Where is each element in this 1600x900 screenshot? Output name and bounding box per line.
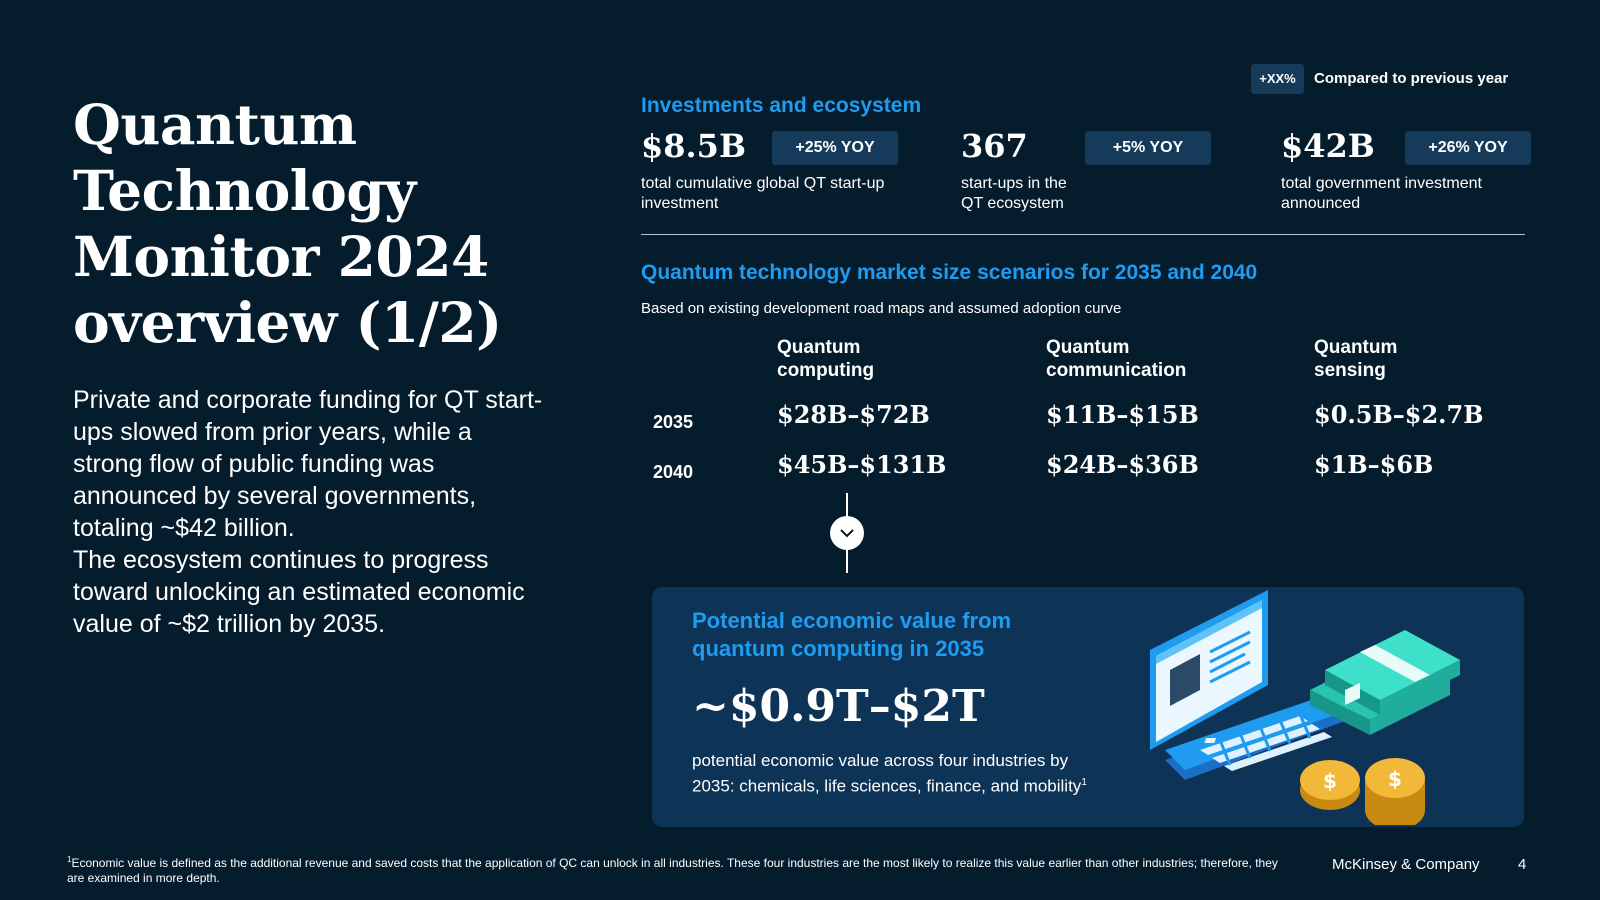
- market-title: Quantum technology market size scenarios…: [641, 261, 1258, 284]
- economic-title-line: Potential economic value from: [692, 608, 1012, 633]
- market-cell: $0.5B–$2.7B: [1314, 400, 1484, 429]
- kpi-description: total government investment announced: [1281, 174, 1561, 214]
- column-header-line: computing: [777, 360, 875, 381]
- economic-value-title: Potential economic value from quantum co…: [692, 607, 1092, 663]
- kpi-description: start-ups in the QT ecosystem: [961, 174, 1241, 214]
- page-number: 4: [1518, 856, 1527, 873]
- yoy-badge: +5% YOY: [1085, 131, 1211, 165]
- kpi-startup-investment: $8.5B +25% YOY total cumulative global Q…: [641, 126, 941, 216]
- kpi-startup-count: 367 +5% YOY start-ups in the QT ecosyste…: [961, 126, 1261, 216]
- economic-value-description: potential economic value across four ind…: [692, 750, 1092, 798]
- money-stack: [1310, 630, 1460, 735]
- column-header-line: Quantum: [1314, 337, 1398, 358]
- intro-paragraph-2: The ecosystem continues to progress towa…: [73, 546, 525, 638]
- footnote-text: Economic value is defined as the additio…: [67, 856, 1278, 885]
- title-line: Monitor 2024: [73, 224, 489, 289]
- kpi-value: $42B: [1281, 127, 1375, 165]
- footnote-marker: 1: [1081, 777, 1087, 788]
- legend-badge: +XX%: [1251, 64, 1304, 94]
- column-header-sensing: Quantum sensing: [1314, 336, 1514, 382]
- column-header-computing: Quantum computing: [777, 336, 977, 382]
- kpi-description-line: QT ecosystem: [961, 195, 1064, 212]
- market-cell: $11B–$15B: [1046, 400, 1199, 429]
- yoy-badge: +25% YOY: [772, 131, 898, 165]
- row-year-2040: 2040: [653, 462, 694, 482]
- intro-text: Private and corporate funding for QT sta…: [73, 384, 543, 640]
- laptop-money-illustration: $ $: [1150, 590, 1460, 825]
- market-cell: $24B–$36B: [1046, 450, 1199, 479]
- column-header-line: sensing: [1314, 360, 1386, 381]
- section-divider: [641, 234, 1525, 235]
- market-cell: $45B–$131B: [777, 450, 947, 479]
- legend-label: Compared to previous year: [1314, 70, 1509, 87]
- footnote-marker: 1: [67, 855, 72, 864]
- kpi-value: $8.5B: [641, 127, 746, 165]
- qr-pattern: [1170, 654, 1200, 706]
- kpi-government-investment: $42B +26% YOY total government investmen…: [1281, 126, 1581, 216]
- title-line: Technology: [73, 158, 416, 223]
- kpi-description-line: start-ups in the: [961, 175, 1067, 192]
- brand-name: McKinsey & Company: [1332, 856, 1480, 873]
- market-subtitle: Based on existing development road maps …: [641, 300, 1122, 317]
- kpi-description: total cumulative global QT start-up inve…: [641, 175, 885, 212]
- screen-lines: [1209, 630, 1251, 684]
- investments-title: Investments and ecosystem: [641, 94, 922, 117]
- svg-text:$: $: [1388, 767, 1402, 791]
- kpi-description-line: total government investment: [1281, 175, 1482, 192]
- key-separators: [1218, 713, 1312, 766]
- intro-paragraph-1: Private and corporate funding for QT sta…: [73, 386, 543, 542]
- market-cell: $1B–$6B: [1314, 450, 1434, 479]
- economic-desc-text: potential economic value across four ind…: [692, 751, 1082, 796]
- coin-stack: $ $: [1300, 758, 1425, 825]
- row-year-2035: 2035: [653, 412, 694, 432]
- kpi-description-line: announced: [1281, 195, 1361, 212]
- column-header-line: communication: [1046, 360, 1187, 381]
- svg-text:$: $: [1323, 769, 1337, 793]
- footnote: 1Economic value is defined as the additi…: [67, 852, 1287, 886]
- title-line: overview (1/2): [73, 290, 502, 355]
- column-header-line: Quantum: [1046, 337, 1130, 358]
- kpi-value: 367: [961, 127, 1028, 165]
- page-title: Quantum Technology Monitor 2024 overview…: [73, 92, 553, 356]
- title-line: Quantum: [73, 92, 357, 157]
- economic-title-line: quantum computing in 2035: [692, 636, 985, 661]
- economic-value-tail: $2T: [890, 681, 985, 732]
- laptop-screen: [1156, 600, 1262, 742]
- chevron-down-icon: [830, 516, 864, 550]
- market-cell: $28B–$72B: [777, 400, 930, 429]
- column-header-line: Quantum: [777, 337, 861, 358]
- economic-value: ~$0.9T–$2T: [692, 682, 985, 732]
- column-header-communication: Quantum communication: [1046, 336, 1246, 382]
- keyboard-keys: [1204, 738, 1217, 743]
- economic-value-main: ~$0.9T–: [692, 681, 891, 732]
- yoy-badge: +26% YOY: [1405, 131, 1531, 165]
